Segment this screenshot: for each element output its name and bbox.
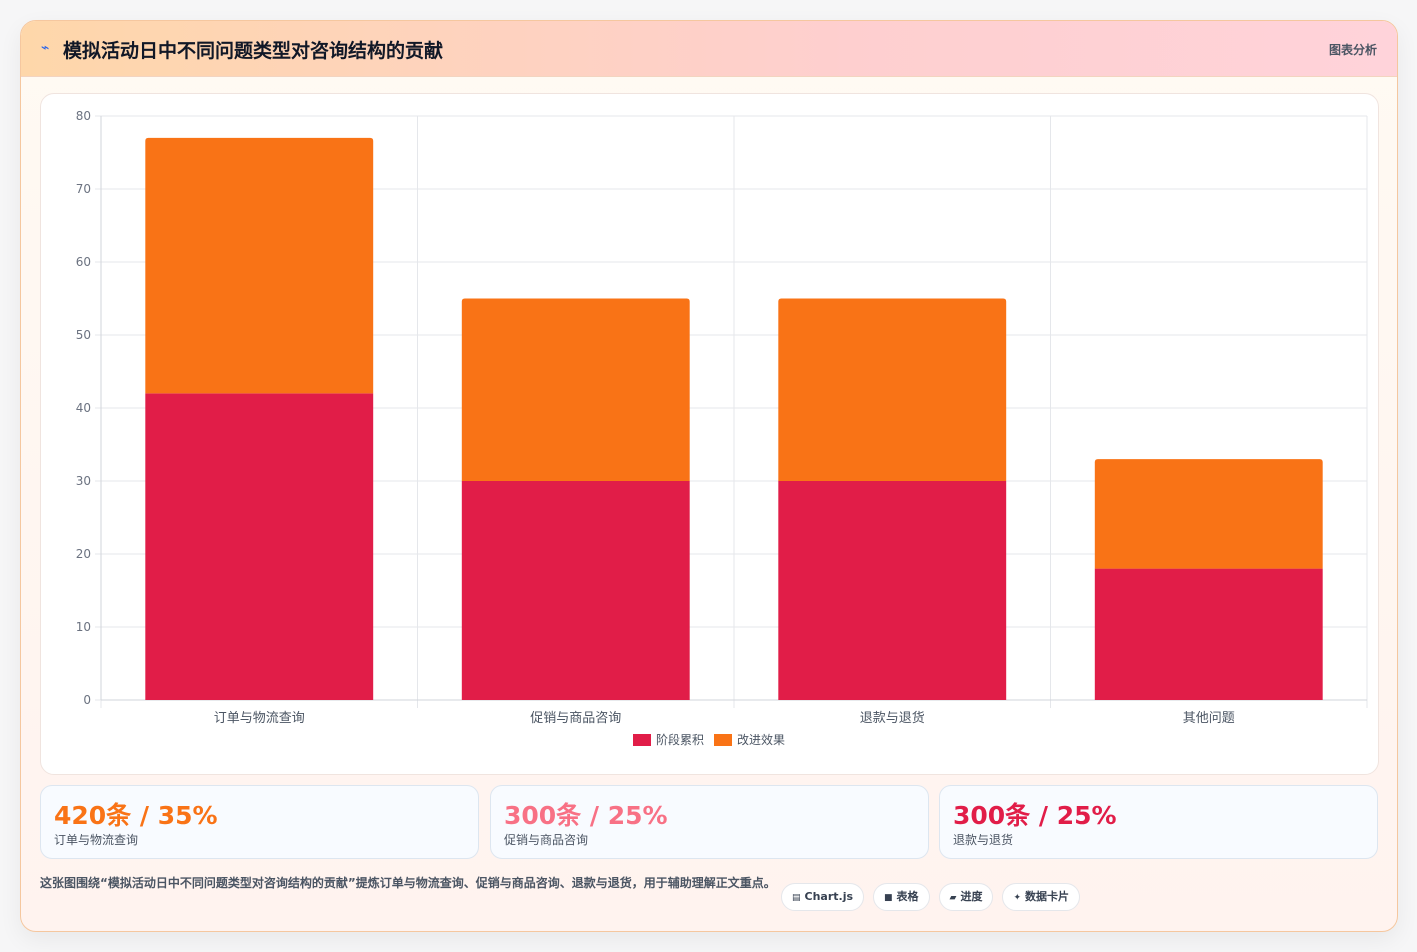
tag-list: ▤ Chart.js ■ 表格 ▰ 进度 ✦ 数据卡片: [781, 883, 1081, 911]
stat-value: 420条 / 35%: [54, 801, 218, 830]
chart-type-badge: 图表分析: [1328, 43, 1377, 57]
y-tick-label: 40: [76, 401, 91, 415]
stat-label: 退款与退货: [953, 833, 1014, 847]
chip-label: 进度: [960, 890, 983, 903]
chart-icon: ▤: [792, 893, 801, 903]
y-tick-label: 60: [76, 255, 91, 269]
x-tick-label: 促销与商品咨询: [530, 711, 621, 726]
chart-title: 模拟活动日中不同问题类型对咨询结构的贡献: [63, 40, 444, 62]
legend-label: 阶段累积: [656, 732, 704, 747]
stat-card-promotion: 300条 / 25% 促销与商品咨询: [490, 785, 929, 859]
bar-segment-1: [461, 481, 690, 700]
stacked-bar-chart: 0 10 20 30 40 50 60 70 80 订单与物流查询 促销与商品咨询 退款与退货 其他问题…: [76, 109, 1368, 747]
chart-description: 这张图围绕“模拟活动日中不同问题类型对咨询结构的贡献”提炼订单与物流查询、促销与…: [40, 876, 776, 890]
x-tick-label: 退款与退货: [860, 710, 925, 726]
bar-segment-2: [145, 137, 374, 394]
stat-value: 300条 / 25%: [953, 801, 1117, 830]
chart-card: ⌁ 模拟活动日中不同问题类型对咨询结构的贡献 图表分析 0 10 20 30 40 50 6…: [20, 20, 1398, 932]
sparkle-icon: ✦: [1013, 893, 1022, 903]
bar-segment-2: [461, 298, 690, 481]
card-header: ⌁ 模拟活动日中不同问题类型对咨询结构的贡献 图表分析: [21, 21, 1397, 77]
chart-line-icon: ⌁: [41, 40, 50, 56]
y-tick-label: 20: [76, 547, 91, 561]
legend-swatch: [633, 734, 651, 746]
bar-segment-1: [1094, 568, 1323, 700]
x-tick-label: 其他问题: [1183, 711, 1235, 726]
y-tick-label: 30: [76, 474, 91, 488]
y-tick-label: 10: [76, 620, 91, 634]
table-icon: ■: [884, 893, 893, 903]
stat-label: 订单与物流查询: [54, 833, 139, 847]
bar-segment-2: [778, 298, 1007, 481]
y-tick-label: 80: [76, 109, 91, 123]
bar-segment-1: [778, 481, 1007, 700]
stat-value: 300条 / 25%: [504, 801, 668, 830]
stat-card-refund: 300条 / 25% 退款与退货: [939, 785, 1378, 859]
chip-label: 表格: [896, 890, 919, 903]
stat-label: 促销与商品咨询: [504, 833, 589, 847]
chart-container: 0 10 20 30 40 50 60 70 80 订单与物流查询 促销与商品咨询 退款与退货 其他问题…: [40, 93, 1379, 775]
chip-chartjs[interactable]: ▤ Chart.js: [781, 883, 865, 911]
y-tick-label: 50: [76, 328, 91, 342]
bar-segment-2: [1094, 459, 1323, 569]
legend-label: 改进效果: [737, 732, 785, 747]
chip-progress[interactable]: ▰ 进度: [938, 883, 994, 911]
y-tick-label: 70: [76, 182, 91, 196]
chip-label: 数据卡片: [1025, 890, 1070, 903]
y-tick-label: 0: [83, 693, 91, 707]
stat-card-orders: 420条 / 35% 订单与物流查询: [40, 785, 479, 859]
legend-swatch: [714, 734, 732, 746]
x-tick-label: 订单与物流查询: [214, 711, 305, 726]
chip-data-card[interactable]: ✦ 数据卡片: [1002, 883, 1081, 911]
progress-icon: ▰: [949, 893, 957, 903]
bar-segment-1: [145, 393, 374, 700]
chip-table[interactable]: ■ 表格: [873, 883, 930, 911]
chip-label: Chart.js: [804, 890, 854, 903]
